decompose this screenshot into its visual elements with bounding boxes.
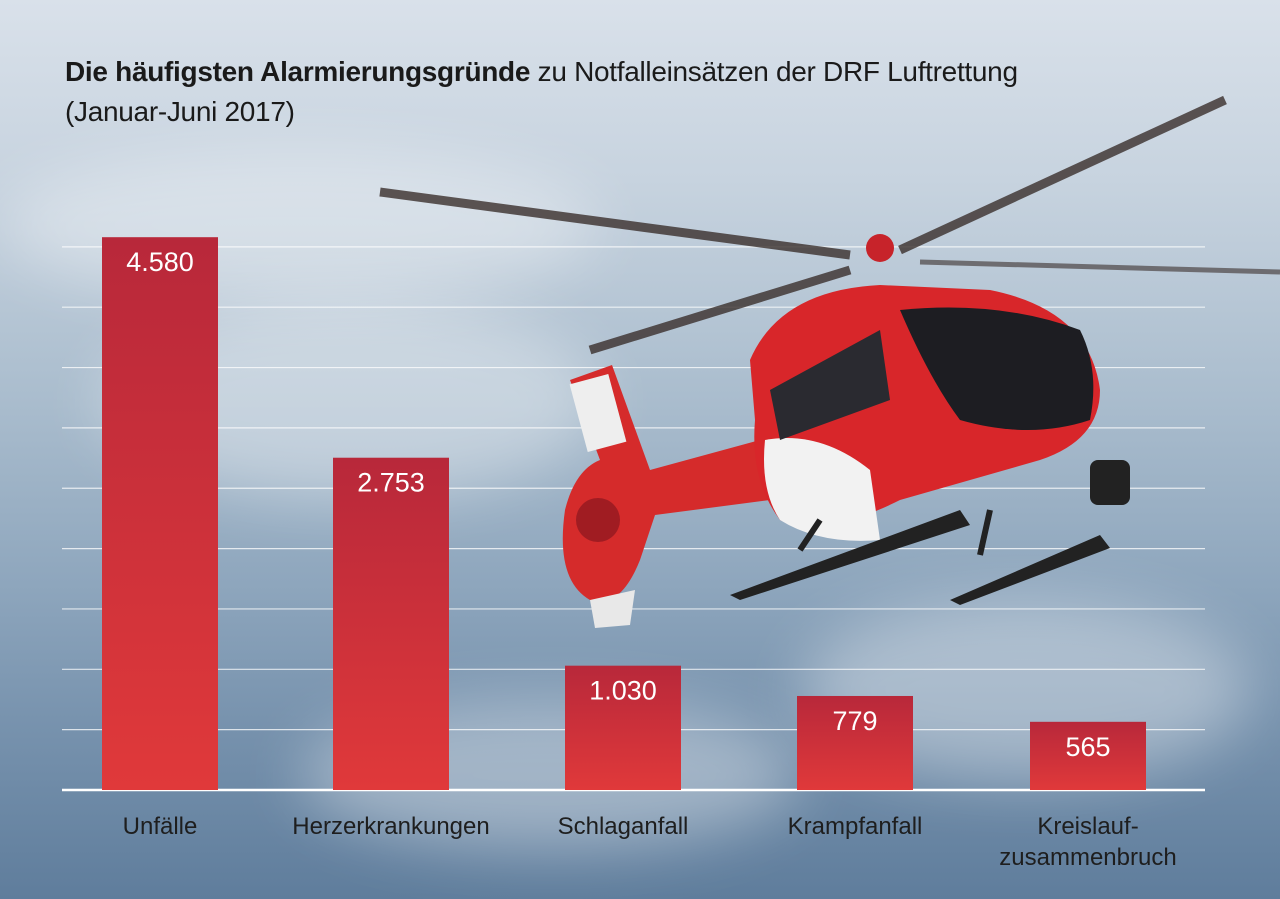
title-rest: zu Notfalleinsätzen der DRF Luftrettung: [537, 56, 1018, 87]
title-bold: Die häufigsten Alarmierungsgründe: [65, 56, 531, 87]
bar: [565, 665, 681, 790]
category-label: Kreislauf-zusammenbruch: [999, 813, 1176, 871]
value-label: 779: [832, 706, 877, 736]
value-label: 2.753: [357, 468, 425, 498]
category-label: Schlaganfall: [558, 813, 689, 840]
bar: [1030, 721, 1146, 790]
category-label: Krampfanfall: [788, 813, 923, 840]
bar: [333, 457, 449, 790]
category-label: Herzerkrankungen: [292, 813, 489, 840]
bar: [102, 237, 218, 791]
helicopter-photo: [379, 95, 1280, 628]
value-label: 565: [1065, 732, 1110, 762]
chart-title: Die häufigsten Alarmierungsgründe zu Not…: [65, 52, 1018, 132]
bar: [797, 695, 913, 790]
value-label: 1.030: [589, 676, 657, 706]
category-label: Unfälle: [123, 813, 198, 840]
subtitle: (Januar-Juni 2017): [65, 96, 295, 127]
value-label: 4.580: [126, 247, 194, 277]
